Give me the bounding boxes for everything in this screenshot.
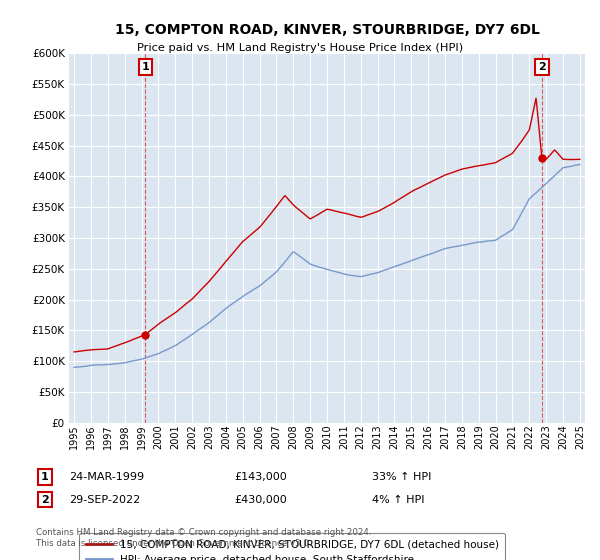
Text: £143,000: £143,000 [234,472,287,482]
Text: 29-SEP-2022: 29-SEP-2022 [69,494,140,505]
Text: 24-MAR-1999: 24-MAR-1999 [69,472,144,482]
Text: Contains HM Land Registry data © Crown copyright and database right 2024.
This d: Contains HM Land Registry data © Crown c… [36,528,371,548]
Text: 1: 1 [142,62,149,72]
Text: 2: 2 [41,494,49,505]
Text: 2: 2 [538,62,546,72]
Text: Price paid vs. HM Land Registry's House Price Index (HPI): Price paid vs. HM Land Registry's House … [137,43,463,53]
Legend: 15, COMPTON ROAD, KINVER, STOURBRIDGE, DY7 6DL (detached house), HPI: Average pr: 15, COMPTON ROAD, KINVER, STOURBRIDGE, D… [79,533,505,560]
Text: 33% ↑ HPI: 33% ↑ HPI [372,472,431,482]
Title: 15, COMPTON ROAD, KINVER, STOURBRIDGE, DY7 6DL: 15, COMPTON ROAD, KINVER, STOURBRIDGE, D… [115,23,539,37]
Text: 4% ↑ HPI: 4% ↑ HPI [372,494,425,505]
Text: 1: 1 [41,472,49,482]
Text: £430,000: £430,000 [234,494,287,505]
